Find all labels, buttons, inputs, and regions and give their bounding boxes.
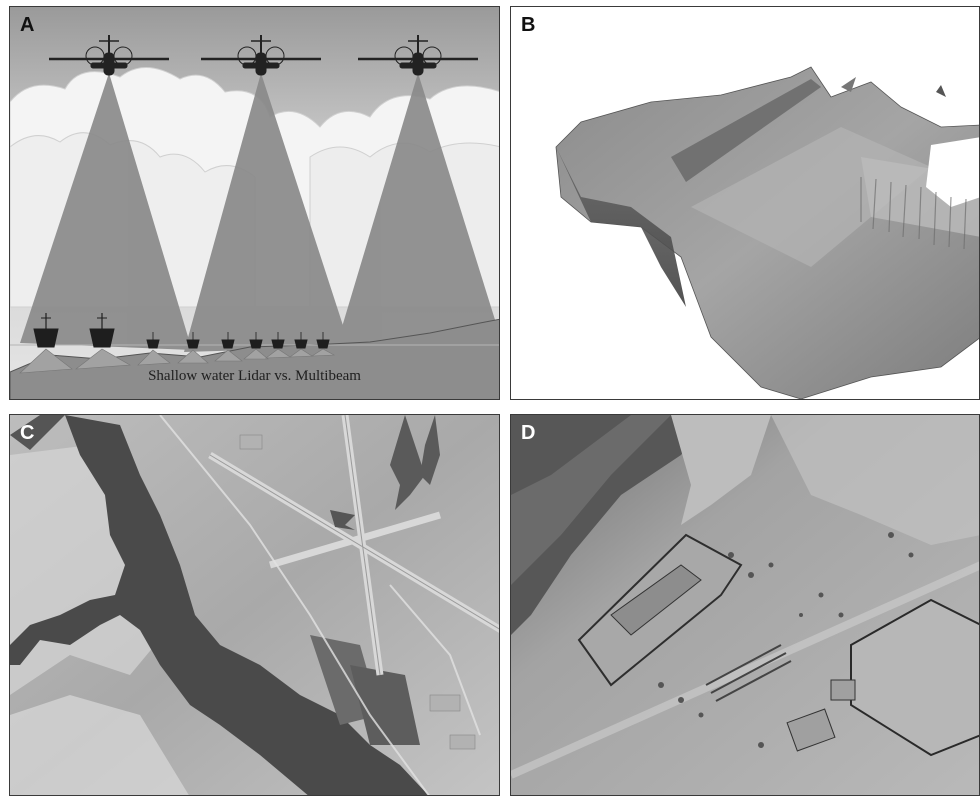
panel-a-caption: Shallow water Lidar vs. Multibeam (148, 368, 361, 384)
panel-d-label: D (521, 422, 536, 444)
panel-b: B (510, 6, 980, 400)
terrain-3d-view (511, 7, 979, 399)
panel-c-label: C (20, 422, 35, 444)
hillshade-airfield-map (10, 415, 499, 795)
river-channel (10, 415, 429, 795)
hillshade-facility-map (511, 415, 979, 795)
panel-d: D (510, 414, 980, 796)
panel-c: C (9, 414, 500, 796)
panel-b-label: B (521, 14, 536, 36)
survey-aircraft (49, 35, 478, 76)
panel-a-label: A (20, 14, 35, 36)
facility-buildings (577, 533, 979, 757)
lidar-beams (20, 73, 496, 352)
lidar-vs-multibeam-diagram (10, 7, 499, 399)
multibeam-swaths (19, 348, 336, 374)
panel-a: A Shallow water Lidar vs. Multibeam (9, 6, 500, 400)
survey-ships (33, 313, 330, 349)
